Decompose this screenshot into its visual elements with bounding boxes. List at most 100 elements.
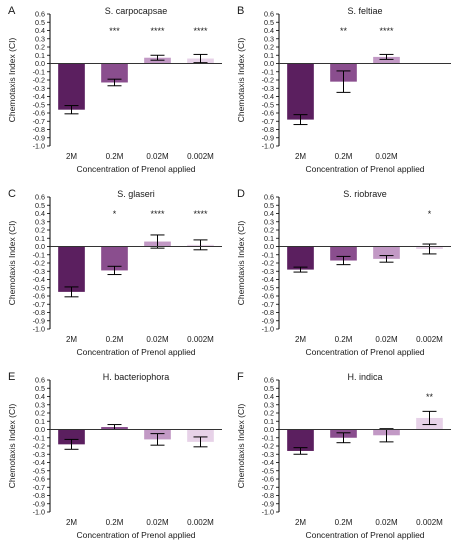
x-tick-label: 2M — [66, 152, 77, 161]
y-tick-label: -0.3 — [262, 267, 274, 276]
y-tick-label: 0.2 — [35, 409, 45, 418]
y-tick-label: 0.2 — [264, 226, 274, 235]
panel-letter: F — [237, 371, 244, 383]
bar-2m — [58, 63, 85, 110]
y-tick-label: -0.5 — [262, 466, 274, 475]
x-tick-label: 0.02M — [375, 152, 398, 161]
x-tick-label: 0.002M — [187, 335, 214, 344]
y-tick-label: -0.9 — [262, 133, 274, 142]
x-tick-label: 0.2M — [106, 335, 124, 344]
y-tick-label: 0.6 — [264, 376, 274, 385]
x-tick-label: 0.002M — [187, 152, 214, 161]
chart-panel-e: E H. bacteriophora0.60.50.40.30.20.10.0-0… — [7, 371, 222, 540]
chart-title: S. riobrave — [343, 189, 387, 199]
x-tick-label: 0.02M — [375, 518, 398, 527]
y-tick-label: 0.3 — [35, 34, 45, 43]
x-tick-label: 0.002M — [416, 335, 443, 344]
y-tick-label: -0.2 — [262, 259, 274, 268]
y-tick-label: 0.5 — [264, 384, 274, 393]
chart-panel-d: D S. riobrave0.60.50.40.30.20.10.0-0.1-0.… — [236, 188, 451, 357]
panel-letter: C — [8, 188, 16, 200]
y-tick-label: -0.9 — [33, 133, 45, 142]
x-axis-label: Concentration of Prenol applied — [76, 530, 195, 540]
bar-2m — [287, 63, 314, 120]
significance-marker: **** — [150, 26, 165, 36]
x-tick-label: 0.002M — [187, 518, 214, 527]
x-tick-label: 0.2M — [335, 152, 353, 161]
y-tick-label: 0.2 — [35, 226, 45, 235]
y-tick-label: -0.6 — [262, 109, 274, 118]
y-tick-label: 0.3 — [35, 217, 45, 226]
y-tick-label: -0.1 — [262, 250, 274, 259]
y-tick-label: -0.7 — [262, 483, 274, 492]
y-tick-label: -0.8 — [262, 125, 274, 134]
y-axis-label: Chemotaxis Index (CI) — [7, 38, 17, 123]
x-tick-label: 0.2M — [106, 518, 124, 527]
y-tick-label: -0.4 — [262, 92, 274, 101]
x-axis-label: Concentration of Prenol applied — [305, 164, 424, 174]
y-tick-label: -0.5 — [262, 283, 274, 292]
y-tick-label: -0.3 — [262, 84, 274, 93]
y-tick-label: -0.6 — [262, 292, 274, 301]
x-tick-label: 0.02M — [146, 335, 169, 344]
y-tick-label: -0.4 — [262, 275, 274, 284]
bar-2m — [287, 429, 314, 451]
significance-marker: *** — [109, 26, 120, 36]
bar-0-2m — [101, 63, 128, 83]
chart-panel-a: A S. carpocapsae 0.60.50.40.30.20.10.0-0.1… — [7, 5, 222, 174]
x-tick-label: 2M — [66, 518, 77, 527]
y-tick-label: -0.4 — [33, 92, 45, 101]
y-tick-label: 0.4 — [264, 26, 274, 35]
panel-letter: B — [237, 5, 244, 17]
bar-0-02m — [373, 56, 400, 64]
y-tick-label: 0.5 — [35, 384, 45, 393]
panel-letter: E — [8, 371, 15, 383]
y-tick-label: -0.7 — [262, 117, 274, 126]
panel-letter: D — [237, 188, 245, 200]
y-tick-label: 0.4 — [35, 209, 45, 218]
y-tick-label: -0.5 — [33, 466, 45, 475]
x-axis-label: Concentration of Prenol applied — [76, 347, 195, 357]
significance-marker: ** — [340, 26, 348, 36]
x-tick-label: 0.2M — [335, 335, 353, 344]
bar-2m — [58, 429, 85, 445]
y-tick-label: 0.2 — [264, 409, 274, 418]
y-tick-label: -0.3 — [262, 450, 274, 459]
chart-title: S. carpocapsae — [105, 6, 168, 16]
y-tick-label: 0.1 — [264, 417, 274, 426]
y-tick-label: -0.8 — [33, 491, 45, 500]
y-tick-label: -0.9 — [33, 499, 45, 508]
y-tick-label: 0.0 — [264, 242, 274, 251]
bar-2m — [58, 246, 85, 292]
y-tick-label: -0.7 — [33, 483, 45, 492]
y-tick-label: -0.2 — [262, 76, 274, 85]
y-tick-label: -0.9 — [33, 316, 45, 325]
y-tick-label: -0.7 — [262, 300, 274, 309]
x-tick-label: 2M — [295, 152, 306, 161]
y-tick-label: 0.6 — [35, 10, 45, 19]
y-tick-label: 0.0 — [264, 425, 274, 434]
y-tick-label: -0.1 — [33, 67, 45, 76]
significance-marker: * — [428, 209, 432, 219]
y-tick-label: 0.1 — [35, 51, 45, 60]
y-tick-label: 0.5 — [264, 201, 274, 210]
significance-marker: * — [113, 209, 117, 219]
y-tick-label: -0.6 — [33, 292, 45, 301]
chart-title: H. bacteriophora — [103, 372, 170, 382]
bar-0-2m — [330, 246, 357, 261]
x-tick-label: 0.02M — [146, 152, 169, 161]
x-tick-label: 0.02M — [146, 518, 169, 527]
y-tick-label: -0.8 — [33, 125, 45, 134]
y-tick-label: -0.5 — [33, 283, 45, 292]
y-tick-label: -0.8 — [262, 308, 274, 317]
chart-title: H. indica — [347, 372, 382, 382]
y-tick-label: 0.1 — [264, 51, 274, 60]
y-tick-label: -1.0 — [262, 508, 274, 517]
y-tick-label: -0.2 — [33, 76, 45, 85]
y-tick-label: 0.6 — [35, 193, 45, 202]
y-tick-label: -0.4 — [33, 458, 45, 467]
x-axis-label: Concentration of Prenol applied — [76, 164, 195, 174]
y-tick-label: -1.0 — [262, 142, 274, 151]
y-tick-label: -0.3 — [33, 267, 45, 276]
